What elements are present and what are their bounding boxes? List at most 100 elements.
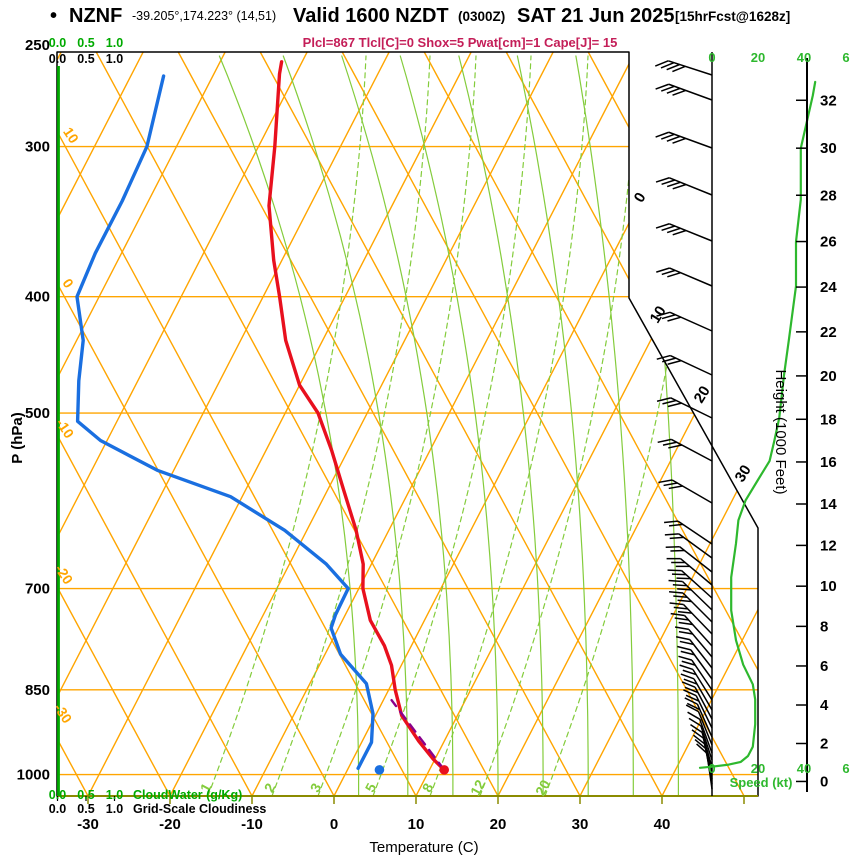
- dry-adiabat-line: [57, 52, 253, 796]
- moist-adiabat-line: [516, 55, 589, 796]
- wind-barb-feather: [679, 640, 694, 646]
- plot-border: [56, 51, 759, 797]
- wind-barb-feather: [668, 579, 683, 583]
- isotherm-edge-label: 0: [631, 190, 650, 206]
- temperature-tick-label: 40: [654, 816, 671, 833]
- pressure-tick-label: 400: [25, 289, 50, 306]
- cloudwater-scale-top: 0.0: [49, 36, 66, 50]
- mixing-ratio-label: 8: [419, 780, 437, 795]
- wind-barb-feather: [658, 479, 673, 484]
- dry-adiabat-line: [57, 52, 417, 796]
- wind-barb-staff: [677, 520, 713, 545]
- wind-barb-staff: [671, 438, 713, 462]
- height-tick-label: 16: [820, 454, 837, 471]
- wind-barb-feather: [672, 89, 686, 96]
- moist-adiabat-line: [399, 55, 499, 796]
- mixing-ratio-label: 20: [532, 777, 554, 798]
- isotherm-line: [661, 52, 758, 796]
- height-tick-label: 30: [820, 140, 837, 157]
- wind-barb-feather: [690, 723, 703, 734]
- temperature-tick-label: -20: [159, 816, 181, 833]
- wind-barb: [656, 311, 713, 332]
- wind-barb-feather: [666, 87, 681, 94]
- wind-barb-staff: [668, 83, 713, 101]
- cloudwater-scale-top: 0.5: [77, 36, 94, 50]
- wind-barb: [680, 673, 713, 711]
- wind-barb-column: [654, 52, 713, 796]
- wind-barb: [675, 635, 713, 669]
- isotherm-line: [333, 52, 718, 796]
- isotherm-line: [497, 52, 758, 796]
- wind-barb: [684, 697, 713, 738]
- wind-barb-staff: [680, 558, 713, 586]
- wind-barb-staff: [681, 570, 713, 599]
- wind-barb: [681, 681, 713, 720]
- wind-barb-feather: [666, 135, 681, 142]
- cloudwater-scale-bottom: 0.0: [49, 788, 66, 802]
- mixing-ratio-line: [429, 55, 589, 796]
- wind-barb-feather: [694, 738, 707, 750]
- wind-barb-staff: [706, 753, 713, 790]
- height-tick-label: 28: [820, 187, 837, 204]
- wind-barb-feather: [678, 655, 693, 661]
- wind-barb-feather: [687, 711, 701, 720]
- isotherm-line: [87, 52, 472, 796]
- dry-adiabat-line: [341, 52, 745, 796]
- wind-barb: [654, 60, 713, 76]
- wind-barb-feather: [666, 181, 681, 188]
- dry-adiabat-line: [259, 52, 663, 796]
- wind-barb-feather: [677, 645, 692, 651]
- mixing-ratio-line: [372, 55, 532, 796]
- wind-barb-feather: [656, 267, 670, 273]
- wind-barb-feather: [672, 65, 686, 73]
- height-tick-label: 6: [820, 658, 828, 675]
- generated-labels: 1 2 3 5 8 12 200020204040662503004005007008501…: [17, 36, 850, 833]
- wind-barb-feather: [668, 444, 683, 449]
- height-axis-title: Height (1000 Feet): [772, 369, 789, 494]
- wind-barb-feather: [684, 686, 699, 694]
- wind-barb: [696, 743, 713, 790]
- mixing-ratio-line: [544, 55, 704, 796]
- wind-barb-feather: [661, 269, 676, 276]
- wind-barb-feather: [664, 520, 679, 524]
- wind-barb-staff: [668, 60, 713, 76]
- cloudiness-scale-bottom: 1.0: [106, 802, 123, 816]
- height-tick-label: 8: [820, 618, 828, 635]
- wind-barb-staff: [697, 711, 713, 746]
- wind-barb-staff: [698, 718, 713, 754]
- wind-barb-feather: [668, 523, 684, 527]
- wind-barb-feather: [669, 536, 684, 540]
- wind-barb-staff: [669, 311, 713, 332]
- wind-barb: [667, 569, 713, 599]
- skewt-grid: [57, 52, 758, 796]
- isotherm-line: [57, 52, 308, 796]
- isotherm-line: [57, 52, 144, 796]
- dry-adiabat-line: [95, 52, 499, 796]
- temperature-curve: [267, 60, 446, 772]
- valid-time-zulu: (0300Z): [458, 9, 505, 24]
- wind-barb-feather: [682, 669, 697, 676]
- height-tick-label: 32: [820, 92, 837, 109]
- temperature-tick-label: 0: [330, 816, 338, 833]
- wind-barb: [655, 131, 713, 149]
- wind-barb-feather: [691, 729, 704, 739]
- wind-barb-staff: [682, 592, 713, 623]
- dry-adiabat-edge-label: -20: [52, 561, 77, 587]
- wind-barb-feather: [670, 612, 685, 617]
- wind-barb-feather: [654, 60, 669, 67]
- wind-barb-staff: [684, 615, 713, 647]
- station-bullet-icon: •: [50, 5, 57, 27]
- isotherm-line: [415, 52, 758, 796]
- height-tick-label: 18: [820, 411, 837, 428]
- speed-scale-bottom-label: 6: [842, 761, 849, 776]
- moist-adiabat-line: [633, 55, 679, 796]
- temperature-tick-label: -10: [241, 816, 263, 833]
- wind-barb-feather: [664, 533, 679, 536]
- wind-barb-staff: [682, 603, 713, 635]
- wind-barb-feather: [655, 177, 670, 183]
- wind-barb: [655, 177, 713, 196]
- wind-barb-feather: [667, 359, 682, 365]
- wind-barb-staff: [668, 131, 713, 149]
- dewpoint-surface-dot: [374, 765, 385, 775]
- dry-adiabat-line: [423, 52, 758, 796]
